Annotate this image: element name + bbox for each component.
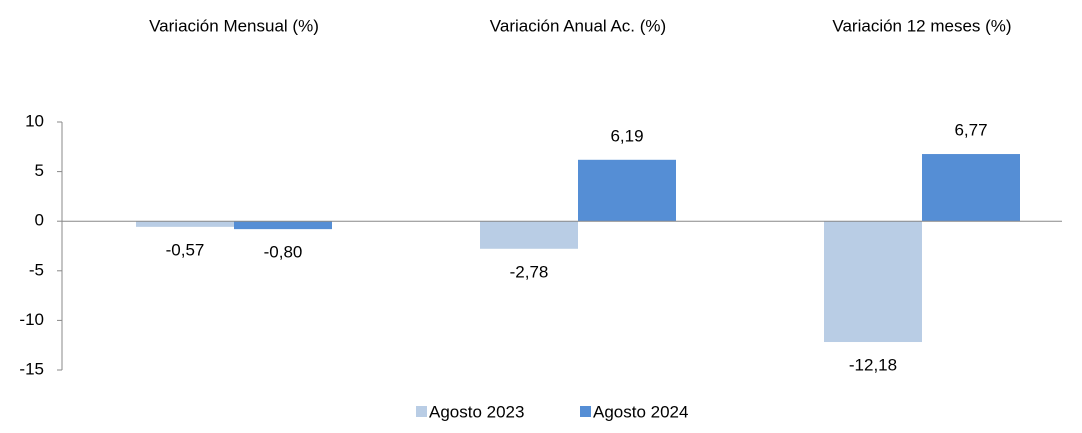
legend-swatch [580,406,591,417]
category-label: Variación Mensual (%) [149,16,319,35]
legend-swatch [416,406,427,417]
y-tick-label: 5 [35,161,44,180]
data-label: -12,18 [849,356,897,375]
y-tick-label: 0 [35,211,44,230]
y-tick-label: 10 [25,111,44,130]
y-tick-label: -10 [19,310,44,329]
data-label: -0,80 [264,243,303,262]
bar [480,221,578,249]
legend-label: Agosto 2024 [593,402,688,421]
data-label: -0,57 [166,240,205,259]
bar [824,221,922,343]
data-label: 6,77 [954,121,987,140]
bar [234,221,332,230]
data-label: -2,78 [510,262,549,281]
data-label: 6,19 [610,126,643,145]
bar [578,159,676,222]
category-label: Variación 12 meses (%) [832,16,1011,35]
y-tick-label: -5 [29,260,44,279]
bar [136,221,234,227]
y-tick-label: -15 [19,359,44,378]
legend-label: Agosto 2023 [429,402,524,421]
bar [922,154,1020,222]
category-label: Variación Anual Ac. (%) [490,16,666,35]
